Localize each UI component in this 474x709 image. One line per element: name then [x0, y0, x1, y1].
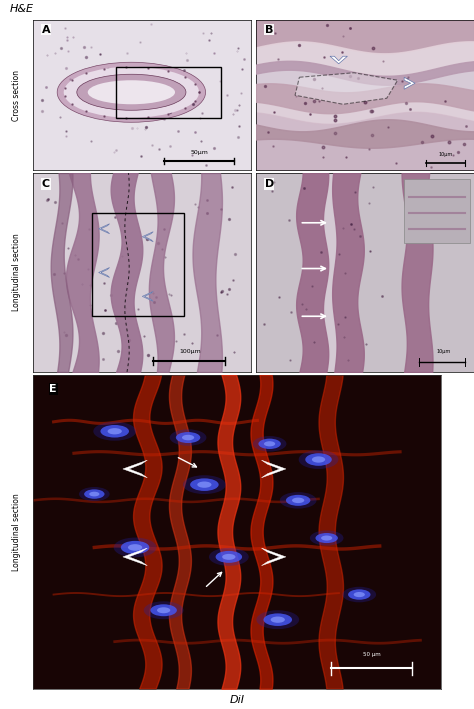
Ellipse shape: [299, 450, 338, 469]
Ellipse shape: [271, 617, 285, 623]
Ellipse shape: [264, 613, 292, 626]
Ellipse shape: [84, 489, 104, 498]
Text: B: B: [264, 25, 273, 35]
Text: Cross section: Cross section: [12, 69, 21, 121]
Polygon shape: [99, 224, 109, 234]
Ellipse shape: [64, 67, 199, 118]
Ellipse shape: [197, 481, 211, 488]
Ellipse shape: [170, 429, 206, 446]
Polygon shape: [330, 56, 347, 64]
Polygon shape: [404, 77, 415, 89]
Ellipse shape: [183, 475, 226, 494]
Text: 10μm: 10μm: [437, 349, 451, 354]
Polygon shape: [123, 460, 147, 478]
Ellipse shape: [89, 492, 100, 496]
Polygon shape: [262, 548, 286, 566]
Ellipse shape: [182, 435, 194, 440]
Bar: [92, 213, 184, 316]
Text: 10μm: 10μm: [438, 152, 453, 157]
Ellipse shape: [88, 80, 175, 104]
Ellipse shape: [316, 533, 338, 543]
Text: C: C: [42, 179, 50, 189]
Polygon shape: [142, 291, 153, 301]
Ellipse shape: [354, 592, 365, 597]
Ellipse shape: [264, 441, 275, 447]
Ellipse shape: [253, 436, 286, 452]
Ellipse shape: [144, 601, 183, 619]
Ellipse shape: [157, 608, 170, 613]
Text: E: E: [49, 384, 57, 394]
Ellipse shape: [57, 62, 206, 122]
Ellipse shape: [100, 425, 129, 437]
Ellipse shape: [343, 587, 376, 603]
Ellipse shape: [348, 589, 371, 600]
Ellipse shape: [305, 453, 332, 466]
Text: A: A: [42, 25, 51, 35]
Ellipse shape: [321, 535, 332, 540]
Text: Longitudinal section: Longitudinal section: [12, 234, 21, 311]
Ellipse shape: [128, 544, 142, 551]
Ellipse shape: [222, 554, 236, 560]
Ellipse shape: [310, 530, 344, 545]
Ellipse shape: [286, 495, 310, 506]
Text: DiI: DiI: [229, 696, 245, 705]
Ellipse shape: [258, 439, 281, 449]
Text: Longitudinal section: Longitudinal section: [12, 493, 21, 571]
Polygon shape: [123, 548, 147, 566]
Text: D: D: [264, 179, 274, 189]
Text: 50 μm: 50 μm: [363, 652, 381, 657]
Polygon shape: [99, 267, 109, 277]
Ellipse shape: [93, 422, 136, 441]
Ellipse shape: [121, 541, 149, 554]
Ellipse shape: [209, 548, 249, 566]
Ellipse shape: [280, 492, 317, 508]
Text: 100μm: 100μm: [180, 349, 201, 354]
Text: H&E: H&E: [9, 4, 34, 13]
Ellipse shape: [77, 74, 186, 111]
Ellipse shape: [79, 487, 109, 501]
Ellipse shape: [114, 537, 156, 557]
Polygon shape: [295, 73, 398, 104]
Ellipse shape: [66, 68, 197, 116]
Polygon shape: [142, 232, 153, 242]
Ellipse shape: [176, 432, 201, 443]
Ellipse shape: [150, 604, 177, 616]
Ellipse shape: [292, 498, 304, 503]
Bar: [116, 67, 221, 118]
Polygon shape: [262, 460, 286, 478]
Text: 50μm: 50μm: [190, 150, 208, 155]
Bar: [404, 179, 470, 242]
Ellipse shape: [216, 551, 242, 563]
Ellipse shape: [108, 428, 122, 435]
Ellipse shape: [256, 610, 299, 629]
Ellipse shape: [312, 457, 325, 463]
Ellipse shape: [190, 479, 219, 491]
